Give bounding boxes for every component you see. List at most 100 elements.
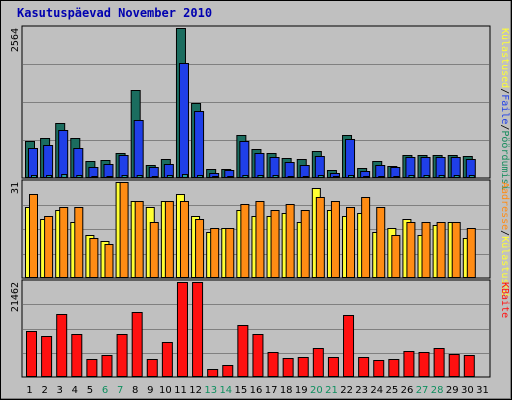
bar-bottom-kbaite xyxy=(207,369,219,377)
x-tick-label: 27 xyxy=(416,385,429,396)
bar-bottom-kbaite xyxy=(252,334,264,377)
bar-top-faile xyxy=(269,157,280,178)
x-tick-label: 21 xyxy=(325,385,338,396)
bar-top-külastused xyxy=(332,176,339,178)
ymax-label-middle: 31 xyxy=(10,182,21,194)
bar-middle-külastused xyxy=(315,197,325,278)
bar-top-faile xyxy=(420,157,431,178)
x-tick-label: 18 xyxy=(280,385,293,396)
bar-bottom-kbaite xyxy=(463,355,475,377)
x-tick-label: 3 xyxy=(57,385,63,396)
bar-top-faile xyxy=(43,145,54,178)
bar-middle-külastused xyxy=(421,222,431,278)
bar-top-faile xyxy=(405,157,416,178)
bar-top-faile xyxy=(284,162,295,178)
bar-top-külastused xyxy=(302,176,309,178)
x-tick-label: 23 xyxy=(355,385,368,396)
bar-top-faile xyxy=(194,111,205,178)
bar-top-külastused xyxy=(136,175,143,178)
bar-bottom-kbaite xyxy=(297,357,309,377)
bar-middle-külastused xyxy=(300,210,310,278)
bar-top-külastused xyxy=(227,176,234,178)
bar-top-faile xyxy=(465,159,476,178)
right-label-part: Külastused xyxy=(499,28,510,88)
bar-top-külastused xyxy=(61,174,68,178)
x-tick-label: 14 xyxy=(219,385,232,396)
bar-top-külastused xyxy=(76,175,83,178)
x-tick-label: 15 xyxy=(235,385,248,396)
bar-top-külastused xyxy=(166,175,173,178)
bar-middle-külastused xyxy=(346,207,356,278)
bar-top-faile xyxy=(375,165,386,178)
bar-top-külastused xyxy=(151,176,158,178)
x-tick-label: 9 xyxy=(147,385,153,396)
bar-middle-külastused xyxy=(330,201,340,278)
bar-top-faile xyxy=(58,130,69,178)
bar-top-külastused xyxy=(257,175,264,178)
bar-middle-külastused xyxy=(195,219,205,278)
right-label-part: Külastused xyxy=(499,236,510,296)
bar-bottom-kbaite xyxy=(312,348,324,377)
chart-title: Kasutuspäevad November 2010 xyxy=(17,6,213,20)
bar-top-külastused xyxy=(468,175,475,178)
bar-top-külastused xyxy=(287,176,294,178)
x-tick-label: 5 xyxy=(87,385,93,396)
x-tick-label: 16 xyxy=(250,385,263,396)
bar-middle-külastused xyxy=(285,204,295,278)
right-label-part: / xyxy=(499,88,510,94)
bar-middle-külastused xyxy=(406,222,416,278)
bar-top-külastused xyxy=(348,175,355,178)
bar-middle-külastused xyxy=(134,201,144,278)
x-tick-label: 2 xyxy=(41,385,47,396)
bar-bottom-kbaite xyxy=(41,336,53,377)
bar-bottom-kbaite xyxy=(86,359,98,377)
bar-top-külastused xyxy=(438,175,445,178)
bar-bottom-kbaite xyxy=(373,360,385,377)
x-tick-label: 4 xyxy=(72,385,78,396)
bar-top-faile xyxy=(435,157,446,178)
bar-middle-külastused xyxy=(270,210,280,278)
bar-middle-külastused xyxy=(361,197,371,278)
bar-top-faile xyxy=(103,164,114,178)
x-tick-label: 26 xyxy=(401,385,414,396)
bar-middle-külastused xyxy=(179,201,189,278)
right-label-part: / xyxy=(499,124,510,130)
right-label-bottom: KBaite xyxy=(499,282,510,318)
bar-bottom-kbaite xyxy=(237,325,249,377)
bar-top-külastused xyxy=(453,175,460,178)
bar-bottom-kbaite xyxy=(131,312,143,377)
bar-bottom-kbaite xyxy=(448,354,460,377)
bar-bottom-kbaite xyxy=(358,357,370,377)
x-tick-label: 30 xyxy=(461,385,474,396)
right-label-part: Faile xyxy=(499,94,510,124)
bar-middle-külastused xyxy=(104,244,114,278)
bar-bottom-kbaite xyxy=(327,357,339,377)
bar-bottom-kbaite xyxy=(176,282,188,377)
bar-middle-külastused xyxy=(74,207,84,278)
bar-top-külastused xyxy=(46,175,53,178)
bar-middle-külastused xyxy=(391,235,401,278)
bar-bottom-kbaite xyxy=(222,365,234,377)
bar-top-külastused xyxy=(121,175,128,178)
ymax-label-top: 2564 xyxy=(10,28,21,52)
x-tick-label: 28 xyxy=(431,385,444,396)
bar-top-külastused xyxy=(181,174,188,178)
bar-top-külastused xyxy=(197,175,204,178)
x-tick-label: 25 xyxy=(386,385,399,396)
x-tick-label: 22 xyxy=(340,385,353,396)
bar-middle-külastused xyxy=(451,222,461,278)
right-label-part: Aadresse xyxy=(499,182,510,230)
bar-top-külastused xyxy=(242,175,249,178)
bar-bottom-kbaite xyxy=(161,342,173,377)
bar-top-faile xyxy=(450,157,461,178)
x-tick-label: 12 xyxy=(189,385,202,396)
right-label-part: / xyxy=(499,230,510,236)
bar-bottom-kbaite xyxy=(282,358,294,377)
bar-bottom-kbaite xyxy=(267,352,279,377)
bar-bottom-kbaite xyxy=(433,348,445,377)
bar-top-faile xyxy=(73,148,84,178)
x-tick-label: 8 xyxy=(132,385,138,396)
bar-top-külastused xyxy=(91,176,98,178)
right-label-middle: Aadresse/Külastused xyxy=(499,182,510,296)
